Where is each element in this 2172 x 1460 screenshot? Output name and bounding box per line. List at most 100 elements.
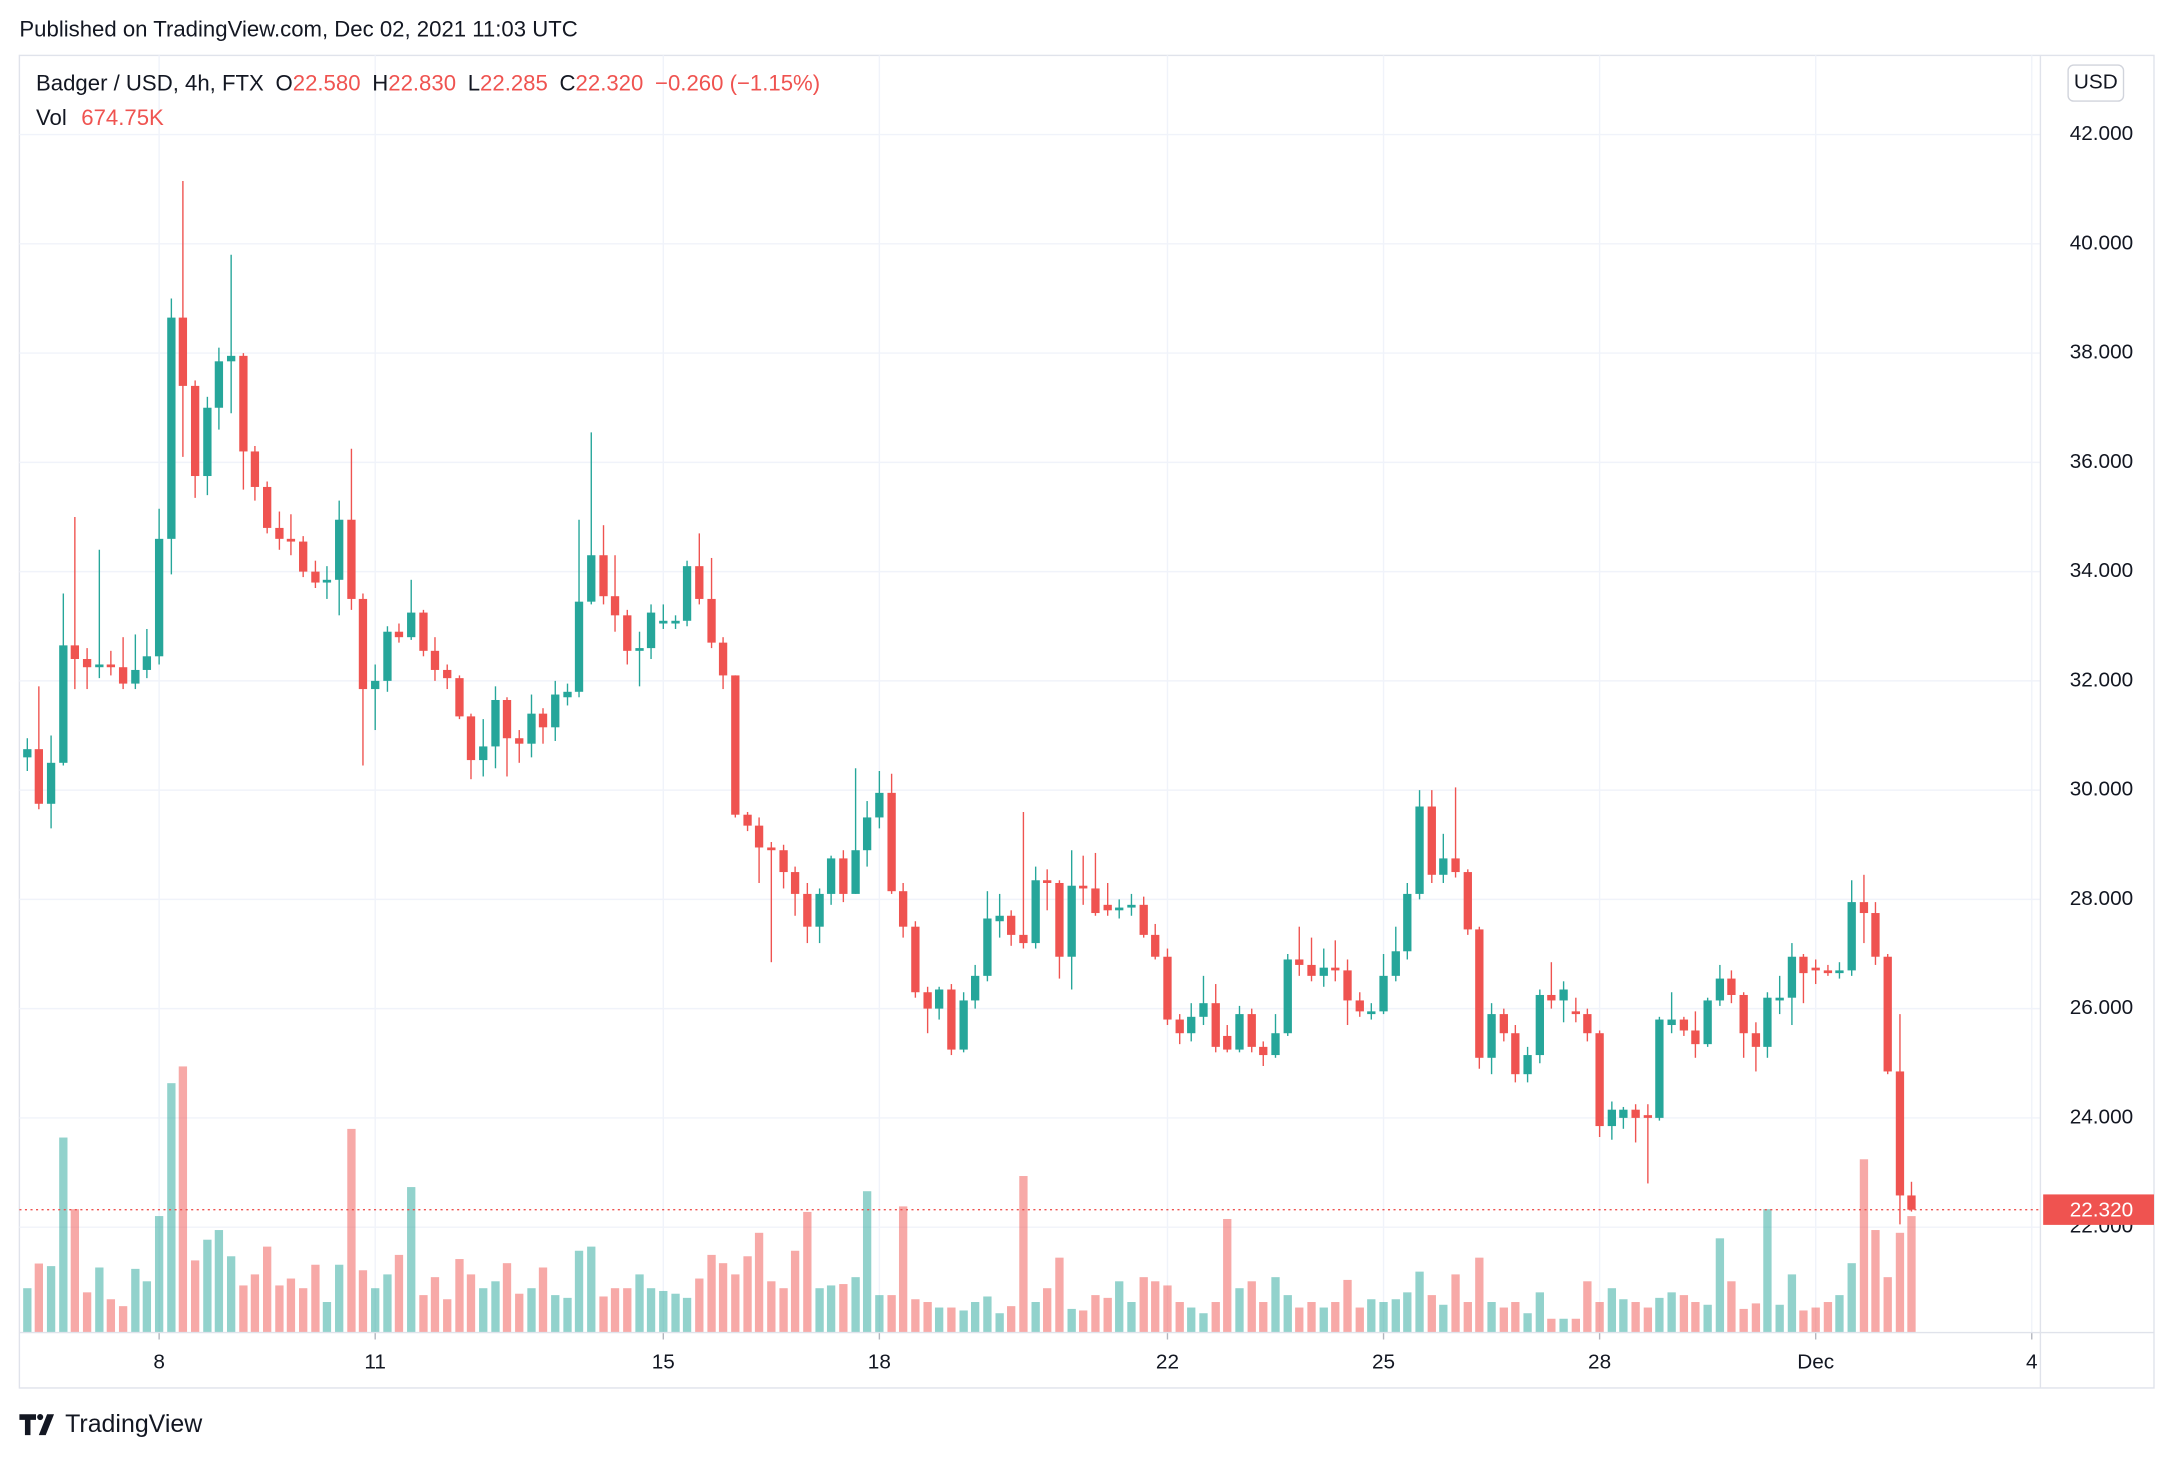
candle-body <box>214 361 224 408</box>
volume-bar <box>875 1295 884 1333</box>
candle-body <box>1355 1000 1364 1012</box>
brand-icon[interactable] <box>19 1414 55 1436</box>
volume-bar <box>1475 1257 1484 1333</box>
volume-bar <box>286 1278 296 1333</box>
volume-bar <box>1571 1318 1581 1333</box>
volume-bar <box>1283 1295 1292 1333</box>
candle-body <box>1751 1033 1761 1047</box>
volume-bar <box>70 1209 80 1333</box>
volume-legend: Vol 674.75K <box>36 105 164 130</box>
volume-bar <box>1715 1238 1725 1333</box>
volume-bar <box>383 1274 392 1333</box>
candle-body <box>959 1000 968 1050</box>
volume-bar <box>1223 1218 1232 1333</box>
brand-logo[interactable]: TradingView <box>19 1410 203 1438</box>
candle-body <box>1043 880 1052 883</box>
currency-button[interactable] <box>2067 64 2125 102</box>
candle-body <box>1631 1109 1640 1118</box>
volume-bar <box>1151 1281 1160 1333</box>
open-label: O <box>276 70 293 95</box>
volume-bar <box>898 1206 908 1333</box>
x-tick-label: 22 <box>1156 1351 1179 1374</box>
candle-body <box>1307 964 1316 976</box>
volume-bar <box>430 1277 440 1333</box>
volume-bar <box>538 1267 548 1333</box>
open-value: 22.580 <box>293 70 361 95</box>
brand-name[interactable]: TradingView <box>65 1410 203 1438</box>
volume-bar <box>34 1263 43 1333</box>
candle-body <box>851 850 860 894</box>
volume-bar <box>1847 1263 1856 1333</box>
volume-bar <box>1019 1176 1028 1333</box>
candle-body <box>1175 1019 1184 1034</box>
volume-bar <box>1595 1302 1604 1333</box>
volume-bar <box>839 1284 848 1333</box>
volume-bar <box>82 1292 92 1333</box>
volume-bar <box>1883 1277 1892 1333</box>
brand-icon-dot[interactable] <box>37 1414 44 1421</box>
volume-bar <box>1583 1281 1592 1333</box>
volume-bar <box>1439 1304 1448 1333</box>
volume-bar <box>1067 1308 1076 1333</box>
candle-body <box>250 451 260 487</box>
volume-bar <box>347 1128 356 1333</box>
volume-bar <box>1463 1302 1472 1333</box>
candle-body <box>1787 956 1797 998</box>
candle-body <box>1211 1003 1220 1047</box>
volume-bar <box>131 1268 140 1333</box>
volume-bar <box>1703 1304 1712 1333</box>
candle-body <box>263 486 272 528</box>
volume-bar <box>491 1281 500 1333</box>
volume-bar <box>1307 1302 1316 1333</box>
volume-bar <box>1379 1302 1388 1333</box>
candle-body <box>1415 806 1424 894</box>
candle-body <box>646 612 656 649</box>
candle-body <box>1187 1016 1196 1034</box>
candle-body <box>479 746 488 761</box>
volume-bar <box>1055 1257 1064 1333</box>
volume-bar <box>659 1290 668 1333</box>
candle-body <box>1727 978 1736 995</box>
candle-body <box>1823 970 1833 974</box>
candle-body <box>34 749 43 804</box>
volume-bar <box>1091 1295 1100 1333</box>
y-tick-label: 34.000 <box>2070 559 2134 582</box>
candle-body <box>515 738 524 744</box>
candle-body <box>1271 1033 1280 1056</box>
x-tick-label: 11 <box>364 1351 386 1374</box>
candle-body <box>1655 1019 1664 1118</box>
candle-body <box>527 713 536 744</box>
high-value: 22.830 <box>388 70 456 95</box>
volume-bar <box>118 1306 128 1333</box>
volume-bar <box>1907 1216 1916 1333</box>
volume-bar <box>1103 1297 1112 1333</box>
volume-bar <box>502 1263 512 1333</box>
volume-bar <box>1487 1302 1496 1333</box>
candle-body <box>551 694 560 728</box>
y-tick-label: 24.000 <box>2070 1105 2134 1128</box>
currency-label[interactable]: USD <box>2074 71 2118 94</box>
y-tick-label: 28.000 <box>2070 887 2134 910</box>
volume-bar <box>695 1278 704 1333</box>
candle-body <box>1451 858 1460 873</box>
candle-body <box>695 566 704 599</box>
volume-bar <box>1247 1281 1256 1333</box>
candle-body <box>1247 1014 1256 1047</box>
candle-body <box>82 659 92 668</box>
volume-bar <box>335 1264 344 1333</box>
candle-body <box>203 407 212 477</box>
high-label: H <box>372 70 388 95</box>
candle-body <box>502 699 512 739</box>
last-price-box <box>2043 1194 2154 1225</box>
candle-body <box>623 615 632 651</box>
candle-body <box>95 664 104 668</box>
close-label: C <box>560 70 576 95</box>
candle-body <box>1379 975 1388 1012</box>
candle-body <box>1703 1000 1712 1045</box>
candle-body <box>335 519 344 580</box>
volume-bar <box>190 1260 200 1333</box>
volume-bar <box>1259 1302 1268 1333</box>
candle-body <box>1331 967 1340 971</box>
volume-bar <box>1835 1295 1844 1333</box>
